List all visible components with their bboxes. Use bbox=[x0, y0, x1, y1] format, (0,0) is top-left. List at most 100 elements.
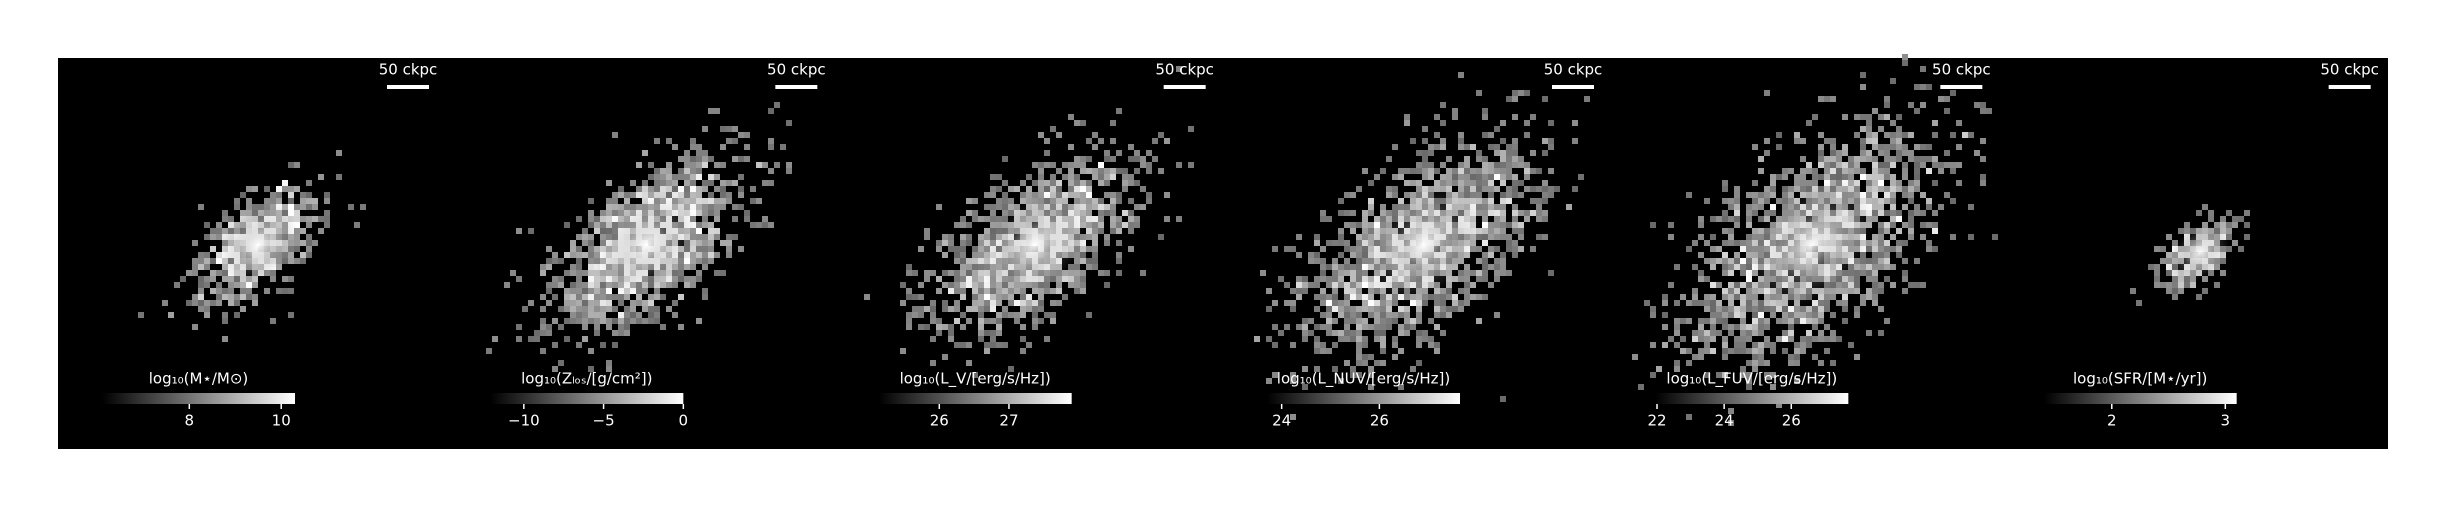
pixel bbox=[990, 174, 996, 180]
pixel bbox=[1098, 228, 1104, 234]
pixel bbox=[198, 276, 204, 282]
colorbar-tick-label: 22 bbox=[1647, 412, 1666, 430]
pixel bbox=[192, 264, 198, 270]
pixel bbox=[1500, 168, 1506, 174]
pixel bbox=[642, 186, 648, 192]
pixel bbox=[1308, 252, 1314, 258]
pixel bbox=[1524, 162, 1530, 168]
pixel bbox=[1932, 246, 1938, 252]
pixel bbox=[1800, 156, 1806, 162]
pixel bbox=[1770, 180, 1776, 186]
pixel bbox=[990, 204, 996, 210]
pixel bbox=[1488, 252, 1494, 258]
pixel bbox=[1296, 252, 1302, 258]
pixel bbox=[978, 246, 984, 252]
pixel bbox=[1350, 222, 1356, 228]
pixel bbox=[726, 234, 732, 240]
pixel bbox=[576, 306, 582, 312]
pixel bbox=[1344, 222, 1350, 228]
pixel bbox=[1890, 138, 1896, 144]
pixel bbox=[996, 294, 1002, 300]
pixel bbox=[204, 312, 210, 318]
pixel bbox=[1110, 198, 1116, 204]
pixel bbox=[582, 318, 588, 324]
pixel bbox=[1488, 210, 1494, 216]
pixel bbox=[1452, 174, 1458, 180]
galaxy-map bbox=[864, 66, 1194, 402]
pixel bbox=[732, 204, 738, 210]
colorbar-tick-label: 27 bbox=[999, 412, 1018, 430]
pixel bbox=[1908, 192, 1914, 198]
pixel bbox=[1350, 372, 1356, 378]
pixel bbox=[576, 294, 582, 300]
pixel bbox=[786, 120, 792, 126]
pixel bbox=[1128, 180, 1134, 186]
pixel bbox=[1842, 300, 1848, 306]
pixel bbox=[582, 252, 588, 258]
pixel bbox=[1890, 156, 1896, 162]
pixel bbox=[1470, 186, 1476, 192]
pixel bbox=[1854, 180, 1860, 186]
pixel bbox=[1500, 234, 1506, 240]
pixel bbox=[240, 282, 246, 288]
pixel bbox=[978, 216, 984, 222]
pixel bbox=[936, 330, 942, 336]
galaxy-core bbox=[219, 206, 297, 284]
pixel bbox=[1392, 192, 1398, 198]
pixel bbox=[1098, 168, 1104, 174]
pixel bbox=[1752, 144, 1758, 150]
pixel bbox=[1122, 180, 1128, 186]
pixel bbox=[540, 294, 546, 300]
pixel bbox=[678, 276, 684, 282]
pixel bbox=[1146, 168, 1152, 174]
pixel bbox=[1482, 216, 1488, 222]
pixel bbox=[1572, 138, 1578, 144]
pixel bbox=[1974, 102, 1980, 108]
pixel bbox=[552, 282, 558, 288]
pixel bbox=[1836, 174, 1842, 180]
pixel bbox=[552, 252, 558, 258]
pixel bbox=[1878, 234, 1884, 240]
pixel bbox=[1386, 156, 1392, 162]
pixel bbox=[1104, 168, 1110, 174]
pixel bbox=[1728, 204, 1734, 210]
pixel bbox=[666, 180, 672, 186]
pixel bbox=[1290, 246, 1296, 252]
pixel bbox=[252, 294, 258, 300]
pixel bbox=[726, 240, 732, 246]
pixel bbox=[1482, 174, 1488, 180]
pixel bbox=[648, 312, 654, 318]
pixel bbox=[1686, 300, 1692, 306]
pixel bbox=[1140, 186, 1146, 192]
pixel bbox=[2136, 300, 2142, 306]
pixel bbox=[1476, 198, 1482, 204]
pixel bbox=[1548, 192, 1554, 198]
pixel bbox=[978, 234, 984, 240]
pixel bbox=[1344, 270, 1350, 276]
pixel bbox=[1704, 198, 1710, 204]
pixel bbox=[648, 192, 654, 198]
pixel bbox=[972, 258, 978, 264]
pixel bbox=[1116, 240, 1122, 246]
pixel bbox=[1926, 168, 1932, 174]
pixel bbox=[1302, 282, 1308, 288]
pixel bbox=[1818, 312, 1824, 318]
pixel bbox=[1422, 300, 1428, 306]
pixel bbox=[690, 252, 696, 258]
pixel bbox=[1380, 300, 1386, 306]
pixel bbox=[1830, 168, 1836, 174]
pixel bbox=[1818, 132, 1824, 138]
pixel bbox=[222, 228, 228, 234]
pixel bbox=[1482, 234, 1488, 240]
pixel bbox=[1350, 330, 1356, 336]
pixel bbox=[1512, 192, 1518, 198]
pixel bbox=[576, 270, 582, 276]
pixel bbox=[1374, 360, 1380, 366]
pixel bbox=[1764, 198, 1770, 204]
pixel bbox=[1884, 192, 1890, 198]
pixel bbox=[1314, 294, 1320, 300]
pixel bbox=[1512, 252, 1518, 258]
pixel bbox=[2232, 240, 2238, 246]
pixel bbox=[720, 144, 726, 150]
pixel bbox=[690, 198, 696, 204]
